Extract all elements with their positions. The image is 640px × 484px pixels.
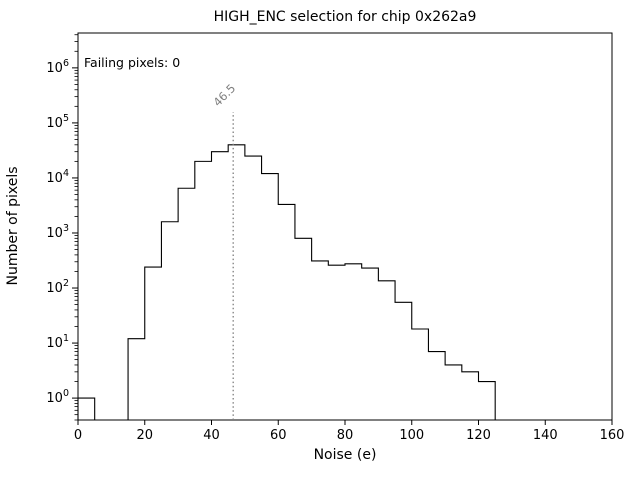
- x-tick-label: 100: [399, 428, 424, 443]
- y-tick-label: 103: [46, 223, 69, 241]
- histogram-step: [77, 144, 496, 421]
- x-tick-label: 40: [203, 428, 220, 443]
- x-tick-label: 120: [466, 428, 491, 443]
- x-tick-label: 160: [600, 428, 625, 443]
- y-tick-label: 106: [46, 58, 69, 76]
- y-tick-label: 102: [46, 278, 69, 296]
- y-tick-label: 105: [46, 113, 69, 131]
- x-tick-label: 140: [533, 428, 558, 443]
- y-axis-label: Number of pixels: [5, 166, 21, 285]
- plot-area: 0 20 40 60 80 100 120 140 160 100 101 102 103 104 105 1…: [46, 32, 625, 443]
- x-axis-label: Noise (e): [314, 447, 377, 463]
- y-tick-label: 101: [46, 333, 69, 351]
- x-tick-label: 80: [337, 428, 354, 443]
- plot-frame: [77, 32, 613, 421]
- x-tick-label: 0: [74, 428, 82, 443]
- y-tick-label: 104: [46, 168, 69, 186]
- vline-label: 46.5: [210, 81, 238, 109]
- failing-pixels-annotation: Failing pixels: 0: [84, 55, 180, 70]
- y-tick-label: 100: [46, 388, 69, 406]
- x-tick-label: 60: [270, 428, 287, 443]
- chart-title: HIGH_ENC selection for chip 0x262a9: [214, 9, 477, 25]
- x-tick-label: 20: [136, 428, 153, 443]
